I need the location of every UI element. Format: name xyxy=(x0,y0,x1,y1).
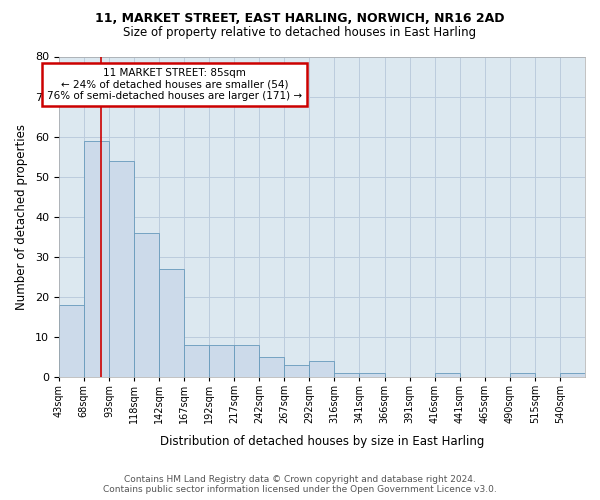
Bar xyxy=(109,160,134,377)
Text: Contains HM Land Registry data © Crown copyright and database right 2024.
Contai: Contains HM Land Registry data © Crown c… xyxy=(103,474,497,494)
Y-axis label: Number of detached properties: Number of detached properties xyxy=(15,124,28,310)
Bar xyxy=(209,345,234,377)
Bar xyxy=(510,373,535,377)
Bar xyxy=(284,365,310,377)
Bar xyxy=(234,345,259,377)
Bar xyxy=(134,233,159,377)
Bar xyxy=(359,373,385,377)
Bar xyxy=(310,361,334,377)
Bar xyxy=(259,357,284,377)
Bar xyxy=(184,345,209,377)
Bar xyxy=(434,373,460,377)
Bar xyxy=(334,373,359,377)
Bar xyxy=(84,140,109,377)
X-axis label: Distribution of detached houses by size in East Harling: Distribution of detached houses by size … xyxy=(160,434,484,448)
Text: 11, MARKET STREET, EAST HARLING, NORWICH, NR16 2AD: 11, MARKET STREET, EAST HARLING, NORWICH… xyxy=(95,12,505,26)
Text: Size of property relative to detached houses in East Harling: Size of property relative to detached ho… xyxy=(124,26,476,39)
Bar xyxy=(159,269,184,377)
Bar xyxy=(59,305,84,377)
Bar xyxy=(560,373,585,377)
Text: 11 MARKET STREET: 85sqm
← 24% of detached houses are smaller (54)
76% of semi-de: 11 MARKET STREET: 85sqm ← 24% of detache… xyxy=(47,68,302,101)
